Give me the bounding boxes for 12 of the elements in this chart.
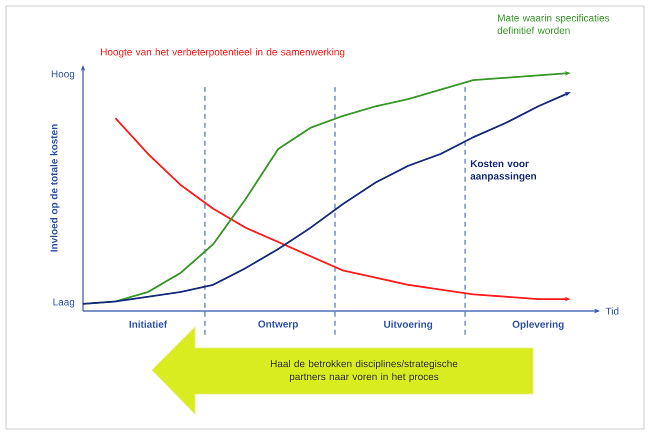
x-tick-label: Ontwerp — [258, 320, 298, 330]
x-axis-title: Tid — [606, 307, 618, 315]
text: Haal de betrokken disciplines/strategische partners naar voren in het proces — [270, 360, 458, 382]
series-label: Kosten voor aanpassingen — [470, 160, 536, 182]
x-tick-label: Oplevering — [512, 320, 564, 330]
text: Mate waarin specificaties definitief worden — [498, 14, 610, 34]
text: Hoog — [52, 70, 74, 80]
y-axis-title: Invloed op de totale kosten — [50, 124, 60, 252]
x-tick-label: Uitvoering — [384, 320, 432, 330]
x-tick-label: Initiatief — [130, 320, 168, 328]
text: Laag — [53, 298, 74, 308]
text: Hoogte van het verbeterpotentieel in de samenwerking — [101, 48, 344, 58]
